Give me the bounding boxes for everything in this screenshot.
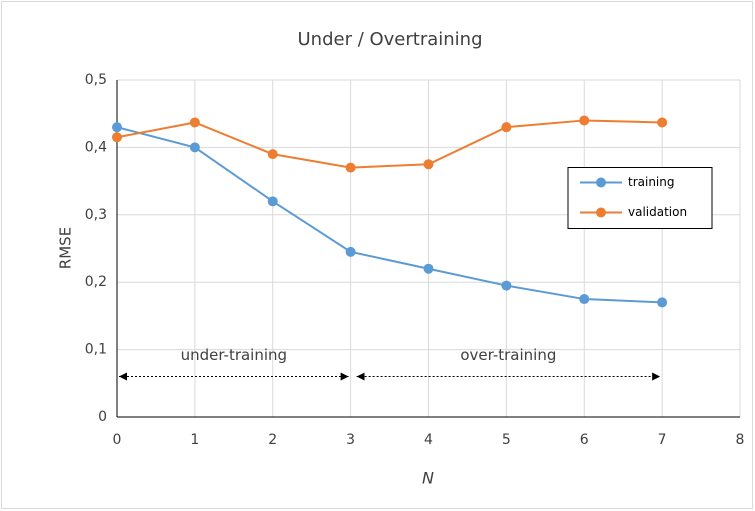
x-tick-label: 8 [736,432,745,448]
data-point [501,122,512,133]
x-tick-label: 2 [268,432,277,448]
legend-box [567,167,713,229]
y-tick-label: 0,4 [85,139,107,155]
chart-title: Under / Overtraining [297,29,482,50]
data-point [423,263,434,274]
data-point [267,149,278,160]
x-axis-label: N [422,469,434,488]
data-point [267,196,278,207]
series-line [116,119,663,169]
x-tick-label: 7 [658,432,667,448]
data-point [189,117,200,128]
y-tick-label: 0,2 [85,274,107,290]
y-tick-label: 0 [98,409,107,425]
data-point [423,159,434,170]
y-tick-label: 0,3 [85,207,107,223]
x-tick-label: 3 [346,432,355,448]
y-axis-label: RMSE [57,227,75,269]
annotation-text: under-training [181,346,288,364]
data-point [189,142,200,153]
data-point [657,297,668,308]
legend-label: training [628,175,675,189]
legend-marker [596,177,606,188]
x-tick-label: 1 [190,432,199,448]
data-point [579,115,590,126]
y-tick-label: 0,5 [85,72,107,88]
data-point [112,122,122,133]
y-tick-label: 0,1 [85,342,107,358]
annotation-text: over-training [460,346,556,364]
data-point [501,280,512,291]
data-point [345,162,356,173]
data-point [112,132,122,143]
data-point [579,294,590,305]
x-tick-label: 4 [424,432,433,448]
series-line [116,126,663,304]
data-point [345,246,356,257]
x-tick-label: 0 [113,432,122,448]
x-tick-label: 5 [502,432,511,448]
legend-label: validation [628,205,687,219]
legend-marker [596,207,606,218]
data-point [657,117,668,128]
x-tick-label: 6 [580,432,589,448]
